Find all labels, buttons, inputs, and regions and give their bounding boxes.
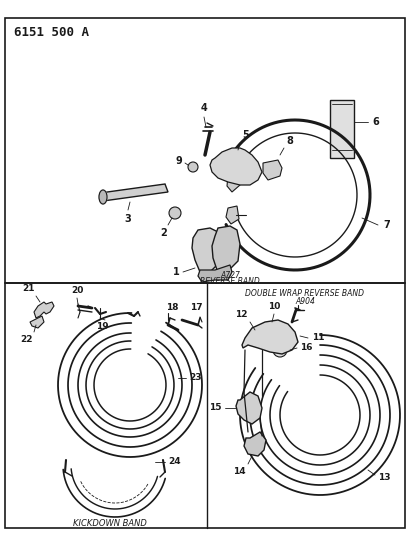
Text: 7: 7 [382, 220, 389, 230]
Text: 3: 3 [124, 214, 131, 224]
Bar [329, 100, 353, 158]
Polygon shape [225, 206, 238, 224]
Text: 15: 15 [209, 403, 221, 413]
Text: A904: A904 [294, 296, 314, 305]
Text: A727: A727 [220, 271, 239, 280]
Text: DOUBLE WRAP REVERSE BAND: DOUBLE WRAP REVERSE BAND [245, 288, 364, 297]
Polygon shape [241, 320, 297, 354]
Text: 8: 8 [285, 136, 292, 146]
Text: REVERSE BAND: REVERSE BAND [200, 278, 259, 287]
Text: 17: 17 [189, 303, 202, 312]
Text: 18: 18 [165, 303, 178, 312]
Polygon shape [191, 228, 221, 274]
Text: 14: 14 [233, 467, 245, 476]
Text: 9: 9 [175, 156, 182, 166]
Text: 24: 24 [168, 457, 180, 466]
Text: 21: 21 [22, 284, 35, 293]
Circle shape [222, 161, 236, 175]
Text: 10: 10 [267, 302, 279, 311]
Text: 13: 13 [377, 472, 389, 481]
Circle shape [240, 165, 254, 179]
Circle shape [200, 235, 213, 247]
Text: 19: 19 [96, 322, 108, 331]
Text: 12: 12 [235, 310, 247, 319]
Text: 6: 6 [371, 117, 378, 127]
Polygon shape [211, 226, 239, 272]
Circle shape [188, 162, 198, 172]
Polygon shape [198, 265, 231, 282]
Polygon shape [209, 148, 261, 185]
Polygon shape [262, 160, 281, 180]
Text: 22: 22 [20, 335, 33, 344]
Polygon shape [236, 392, 261, 424]
Ellipse shape [99, 190, 107, 204]
Circle shape [276, 347, 282, 353]
Circle shape [220, 234, 232, 246]
Polygon shape [227, 172, 239, 192]
Polygon shape [34, 302, 54, 318]
Polygon shape [243, 432, 265, 456]
Text: 4: 4 [200, 103, 207, 113]
Polygon shape [30, 316, 44, 328]
Circle shape [267, 165, 277, 175]
Text: 16: 16 [299, 343, 312, 351]
Text: KICKDOWN BAND: KICKDOWN BAND [73, 520, 146, 529]
Text: 6151 500 A: 6151 500 A [14, 26, 89, 39]
Text: 23: 23 [189, 374, 201, 383]
Text: 1: 1 [173, 267, 180, 277]
Circle shape [250, 439, 261, 449]
Polygon shape [100, 184, 168, 201]
Text: 2: 2 [160, 228, 166, 238]
Text: 5: 5 [241, 130, 248, 140]
Circle shape [169, 207, 180, 219]
Circle shape [272, 343, 286, 357]
Text: 11: 11 [311, 334, 324, 343]
Text: 20: 20 [71, 286, 83, 295]
